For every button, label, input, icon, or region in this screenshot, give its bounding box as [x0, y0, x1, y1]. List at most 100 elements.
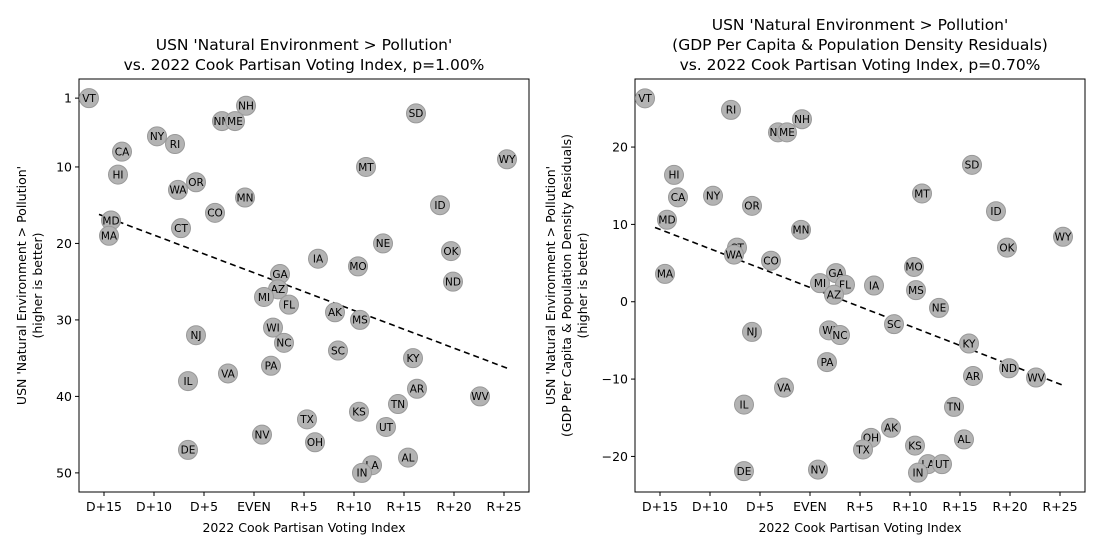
- data-point-ny: NY: [147, 126, 167, 147]
- point-marker: [999, 358, 1019, 379]
- point-marker: [864, 275, 884, 296]
- point-marker: [430, 195, 450, 216]
- point-marker: [388, 394, 408, 415]
- data-point-vt: VT: [635, 88, 655, 109]
- x-tick-label: R+20: [992, 499, 1027, 514]
- point-marker: [305, 432, 325, 453]
- point-marker: [742, 195, 762, 216]
- point-marker: [817, 352, 837, 373]
- point-label: SD: [965, 160, 980, 172]
- point-label: MA: [657, 269, 674, 281]
- data-point-pa: PA: [261, 355, 281, 376]
- point-marker: [297, 409, 317, 430]
- point-marker: [165, 134, 185, 155]
- point-label: ND: [445, 276, 461, 288]
- data-point-wy: WY: [1053, 226, 1073, 247]
- point-label: HI: [669, 170, 680, 182]
- x-axis-label: 2022 Cook Partisan Voting Index: [758, 520, 961, 535]
- point-marker: [252, 424, 272, 445]
- chart-title-line: (GDP Per Capita & Population Density Res…: [672, 36, 1048, 54]
- y-tick-label: 20: [56, 236, 72, 251]
- point-label: ND: [1001, 363, 1017, 375]
- data-point-wy: WY: [497, 149, 517, 170]
- data-point-mi: MI: [810, 273, 830, 294]
- data-point-va: VA: [218, 363, 238, 384]
- data-point-fl: FL: [279, 294, 299, 315]
- point-marker: [932, 454, 952, 475]
- data-point-wa: WA: [168, 179, 188, 200]
- data-point-nd: ND: [999, 358, 1019, 379]
- data-point-ks: KS: [349, 401, 369, 422]
- data-point-ma: MA: [655, 263, 675, 284]
- x-tick-label: R+20: [436, 499, 471, 514]
- y-axis-label-line: USN 'Natural Environment > Pollution': [543, 166, 558, 405]
- data-point-in: IN: [352, 462, 372, 483]
- point-label: KS: [352, 406, 366, 418]
- data-point-nj: NJ: [742, 321, 762, 342]
- point-label: AZ: [271, 284, 285, 296]
- data-point-pa: PA: [817, 352, 837, 373]
- data-point-md: MD: [101, 210, 121, 231]
- point-marker: [261, 355, 281, 376]
- data-point-mn: MN: [791, 219, 811, 240]
- point-label: CO: [207, 208, 223, 220]
- point-label: OK: [443, 246, 459, 258]
- point-label: SC: [331, 345, 345, 357]
- y-tick-label: 40: [56, 389, 72, 404]
- data-point-in: IN: [908, 462, 928, 483]
- point-marker: [905, 435, 925, 456]
- data-point-nv: NV: [808, 459, 828, 480]
- point-label: AL: [957, 434, 970, 446]
- point-label: MT: [914, 188, 930, 200]
- point-label: NJ: [191, 330, 202, 342]
- chart-title-line: USN 'Natural Environment > Pollution': [156, 36, 453, 54]
- x-tick-label: R+10: [892, 499, 927, 514]
- x-tick-label: D+15: [86, 499, 122, 514]
- trend-line: [98, 213, 508, 369]
- data-point-wv: WV: [470, 386, 490, 407]
- point-marker: [263, 317, 283, 338]
- point-marker: [178, 371, 198, 392]
- point-marker: [186, 325, 206, 346]
- x-tick-label: R+5: [290, 499, 317, 514]
- point-marker: [470, 386, 490, 407]
- point-label: MI: [814, 278, 826, 290]
- point-marker: [724, 244, 744, 265]
- data-point-wv: WV: [1026, 367, 1046, 388]
- point-label: AK: [328, 307, 343, 319]
- data-point-az: AZ: [824, 284, 844, 305]
- point-label: OR: [744, 201, 760, 213]
- point-marker: [178, 439, 198, 460]
- point-label: RI: [726, 105, 736, 117]
- chart-title-line: USN 'Natural Environment > Pollution': [712, 16, 1009, 34]
- point-label: TX: [855, 444, 870, 456]
- x-tick-label: D+15: [642, 499, 678, 514]
- point-label: GA: [272, 269, 288, 281]
- data-point-il: IL: [178, 371, 198, 392]
- point-label: MN: [237, 192, 254, 204]
- data-point-ms: MS: [906, 280, 926, 301]
- point-marker: [274, 332, 294, 353]
- point-marker: [225, 111, 245, 132]
- data-point-tn: TN: [944, 396, 964, 417]
- plot-frame: [634, 78, 1086, 493]
- data-point-ne: NE: [929, 297, 949, 318]
- point-marker: [373, 233, 393, 254]
- data-point-ca: CA: [112, 141, 132, 162]
- y-axis-label-line: (higher is better): [30, 232, 45, 338]
- point-marker: [99, 225, 119, 246]
- point-label: OK: [999, 242, 1015, 254]
- point-label: NJ: [747, 327, 758, 339]
- point-label: MA: [101, 231, 118, 243]
- point-marker: [792, 109, 812, 130]
- trend-line: [654, 226, 1064, 387]
- point-marker: [356, 156, 376, 177]
- point-label: TN: [946, 402, 961, 414]
- data-point-oh: OH: [305, 432, 325, 453]
- data-point-sc: SC: [884, 314, 904, 335]
- point-marker: [824, 284, 844, 305]
- data-point-ks: KS: [905, 435, 925, 456]
- point-marker: [147, 126, 167, 147]
- data-point-de: DE: [178, 439, 198, 460]
